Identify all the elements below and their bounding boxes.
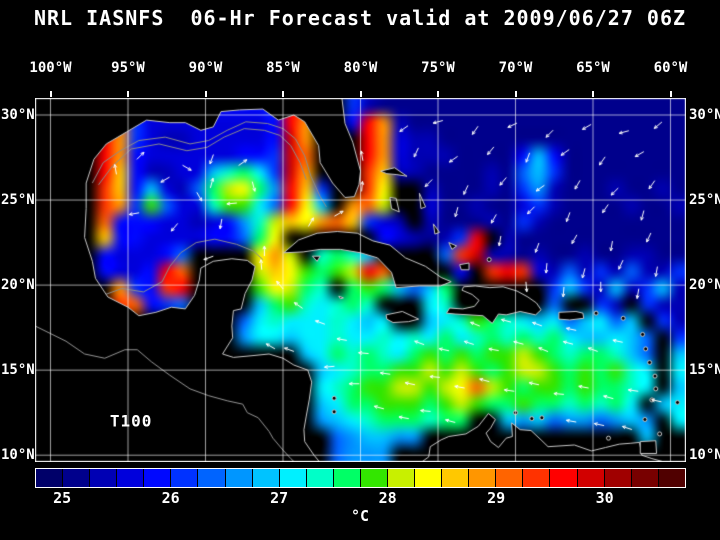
colorbar-segment [523, 469, 551, 487]
colorbar-tick-label: 26 [161, 489, 180, 507]
lon-tick-label: 65°W [576, 60, 610, 76]
lat-tick-label: 10°N [1, 447, 35, 464]
lat-tick-label: 30°N [1, 107, 35, 123]
colorbar-segment [252, 469, 280, 487]
colorbar-segment [117, 469, 145, 487]
axis-tick [669, 91, 672, 97]
colorbar-segment [496, 469, 524, 487]
colorbar-segment [279, 469, 307, 487]
lon-tick-label: 90°W [188, 60, 223, 76]
lat-tick-label: 20°N [689, 277, 720, 294]
colorbar-segment [90, 469, 118, 487]
colorbar-segment [198, 469, 226, 487]
colorbar-segment [388, 469, 416, 487]
colorbar-segment [333, 469, 361, 487]
colorbar-segment [360, 469, 389, 487]
colorbar-segment [225, 469, 253, 487]
depth-label: T100 [109, 411, 153, 431]
axis-tick [282, 91, 284, 97]
colorbar-segment [631, 469, 659, 487]
map-area: T100 [35, 98, 686, 462]
lon-tick-label: 75°W [421, 60, 455, 76]
colorbar-unit-label: °C [350, 507, 370, 525]
colorbar-segment [604, 469, 632, 487]
lat-tick-label: 15°N [1, 362, 35, 379]
colorbar-segment [415, 469, 443, 487]
lon-tick-label: 80°W [343, 60, 378, 76]
plot-title: NRL IASNFS 06-Hr Forecast valid at 2009/… [33, 6, 687, 30]
lat-tick-label: 25°N [1, 192, 35, 209]
axis-tick [437, 91, 439, 97]
lon-tick-label: 60°W [653, 60, 688, 76]
colorbar-segment [658, 469, 685, 487]
colorbar-tick-label: 27 [270, 489, 289, 507]
colorbar-segment [63, 469, 91, 487]
axis-tick [49, 91, 52, 97]
lon-tick-label: 85°W [266, 60, 300, 76]
lat-tick-label: 15°N [689, 362, 720, 379]
colorbar-tick-label: 28 [378, 489, 397, 507]
colorbar-segment [144, 469, 172, 487]
colorbar-segment [469, 469, 497, 487]
lon-tick-label: 95°W [111, 60, 145, 76]
axis-tick [514, 91, 517, 97]
colorbar [35, 468, 686, 488]
axis-tick [592, 91, 594, 97]
colorbar-segment [577, 469, 605, 487]
axis-tick [204, 91, 207, 97]
colorbar-segment [171, 469, 199, 487]
lon-tick-label: 100°W [29, 60, 72, 76]
lon-tick-label: 70°W [498, 60, 533, 76]
lat-tick-label: 30°N [689, 107, 720, 123]
colorbar-segment [36, 469, 64, 487]
lat-tick-label: 20°N [1, 277, 35, 294]
lat-tick-label: 10°N [689, 447, 720, 464]
forecast-map-canvas [35, 98, 686, 462]
colorbar-tick-label: 25 [53, 489, 72, 507]
axis-tick [127, 91, 129, 97]
colorbar-segment [550, 469, 578, 487]
colorbar-tick-label: 29 [487, 489, 506, 507]
lat-tick-label: 25°N [689, 192, 720, 209]
colorbar-tick-label: 30 [595, 489, 614, 507]
axis-tick [359, 91, 362, 97]
colorbar-segment [306, 469, 334, 487]
colorbar-segment [442, 469, 470, 487]
